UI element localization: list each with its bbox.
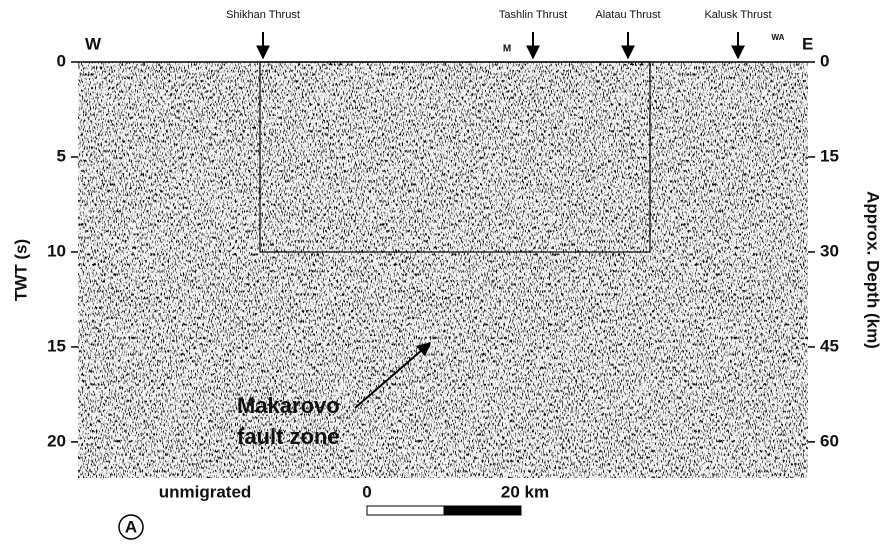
tick-label: 20 bbox=[47, 431, 66, 450]
scale-start: 0 bbox=[362, 482, 371, 501]
thrust-label: Shikhan Thrust bbox=[226, 9, 300, 21]
east-label: E bbox=[802, 34, 813, 53]
annotation: Makarovo bbox=[237, 393, 340, 418]
tick-label: 15 bbox=[820, 146, 839, 165]
marker-label: M bbox=[503, 44, 511, 55]
tick-label: 30 bbox=[820, 241, 839, 260]
marker-label: WA bbox=[772, 33, 785, 42]
left-axis-title: TWT (s) bbox=[11, 239, 30, 301]
annotation: fault zone bbox=[237, 424, 340, 449]
thrust-label: Alatau Thrust bbox=[595, 9, 660, 21]
tick-label: 60 bbox=[820, 431, 839, 450]
caption: unmigrated bbox=[159, 482, 252, 501]
tick-label: 0 bbox=[820, 51, 829, 70]
scale-bar-white bbox=[367, 506, 444, 515]
tick-label: 5 bbox=[57, 146, 66, 165]
west-label: W bbox=[85, 34, 102, 53]
tick-label: 45 bbox=[820, 336, 839, 355]
scale-end: 20 km bbox=[501, 482, 549, 501]
seismic-texture bbox=[78, 62, 808, 478]
figure: W E Shikhan Thrust Tashlin Thrust Alatau… bbox=[0, 0, 893, 546]
tick-label: 0 bbox=[57, 51, 66, 70]
right-axis-title: Approx. Depth (km) bbox=[864, 191, 883, 349]
scale-bar-black bbox=[444, 506, 521, 515]
thrust-label: Tashlin Thrust bbox=[499, 9, 567, 21]
thrust-label: Kalusk Thrust bbox=[704, 9, 771, 21]
panel-label: A bbox=[125, 517, 137, 536]
thrust-arrows bbox=[263, 32, 738, 58]
tick-label: 15 bbox=[47, 336, 66, 355]
tick-label: 10 bbox=[47, 241, 66, 260]
